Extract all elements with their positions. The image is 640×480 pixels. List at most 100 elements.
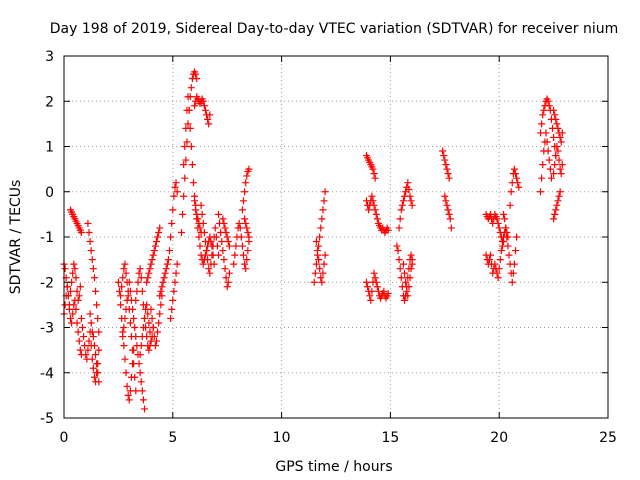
data-point — [370, 269, 378, 277]
data-point — [221, 224, 229, 232]
data-point — [154, 233, 162, 241]
data-point — [158, 283, 166, 291]
data-point — [242, 265, 250, 273]
data-point — [558, 129, 566, 137]
data-point — [187, 143, 195, 150]
data-point — [139, 396, 147, 404]
data-point — [366, 292, 374, 300]
data-point — [71, 265, 79, 273]
data-point — [146, 328, 154, 336]
data-point — [74, 328, 82, 336]
data-point — [204, 256, 212, 264]
data-point — [509, 269, 517, 277]
data-point — [198, 210, 206, 218]
data-point — [225, 242, 233, 250]
data-point — [235, 219, 243, 227]
data-point — [155, 319, 163, 327]
data-point — [148, 314, 156, 322]
data-point — [117, 292, 125, 300]
data-point — [316, 265, 324, 273]
data-point — [89, 364, 97, 372]
data-point — [312, 238, 320, 246]
data-point — [384, 226, 392, 234]
data-point — [114, 278, 122, 286]
data-point — [444, 206, 452, 214]
data-point — [89, 333, 97, 341]
data-point — [368, 192, 376, 200]
data-point — [137, 274, 145, 282]
data-point — [551, 111, 559, 119]
y-tick-label: 2 — [45, 94, 54, 110]
data-point — [320, 260, 328, 268]
data-point — [94, 369, 102, 377]
data-point — [397, 274, 405, 282]
y-tick-label: -1 — [40, 230, 54, 246]
data-point — [362, 278, 370, 286]
data-point — [539, 111, 547, 119]
data-point — [152, 337, 160, 345]
data-point — [315, 242, 323, 250]
data-point — [214, 251, 222, 259]
data-point — [241, 188, 249, 196]
data-point — [537, 188, 545, 196]
data-point — [80, 333, 88, 341]
data-point — [321, 251, 329, 259]
data-point — [145, 346, 153, 354]
data-point — [180, 161, 188, 169]
data-point — [167, 233, 175, 241]
data-point — [225, 269, 233, 277]
data-point — [550, 215, 558, 223]
data-point — [544, 97, 552, 105]
data-point — [143, 301, 151, 309]
data-point — [494, 274, 502, 282]
data-point — [222, 228, 230, 236]
data-point — [380, 287, 388, 295]
data-point — [93, 301, 101, 309]
data-point — [485, 256, 493, 264]
data-point — [203, 247, 211, 255]
data-point — [148, 256, 156, 264]
data-point — [167, 314, 175, 322]
data-point — [554, 197, 562, 205]
y-tick-label: 1 — [45, 140, 54, 156]
data-point — [543, 138, 551, 146]
data-point — [164, 256, 172, 264]
data-point — [556, 133, 564, 141]
data-point — [319, 269, 327, 277]
data-point — [495, 224, 503, 232]
data-point — [515, 183, 523, 191]
data-point — [407, 265, 415, 273]
data-point — [138, 333, 146, 341]
data-point — [87, 247, 95, 255]
data-point — [193, 215, 201, 223]
chart-title: Day 198 of 2019, Sidereal Day-to-day VTE… — [50, 21, 619, 37]
data-point — [131, 324, 139, 331]
data-point — [214, 210, 222, 218]
data-point — [163, 260, 171, 268]
data-point — [395, 256, 403, 264]
data-point — [173, 188, 181, 196]
data-point — [200, 102, 208, 110]
data-point — [243, 172, 251, 180]
x-tick-label: 25 — [599, 430, 617, 446]
data-point — [197, 201, 205, 209]
data-point — [444, 170, 452, 178]
data-point — [63, 283, 71, 291]
data-point — [514, 179, 522, 187]
data-point — [120, 342, 128, 350]
data-point — [401, 296, 409, 304]
data-point — [81, 342, 89, 350]
data-point — [204, 115, 212, 123]
data-point — [542, 129, 550, 137]
data-point — [394, 247, 402, 255]
data-point — [84, 219, 92, 227]
data-point — [311, 269, 319, 277]
data-point — [513, 233, 521, 241]
data-point — [157, 287, 165, 295]
data-point — [89, 265, 97, 273]
data-point — [368, 287, 376, 295]
data-point — [538, 120, 546, 128]
data-point — [72, 305, 80, 313]
data-point — [136, 351, 144, 359]
data-point — [491, 260, 499, 268]
